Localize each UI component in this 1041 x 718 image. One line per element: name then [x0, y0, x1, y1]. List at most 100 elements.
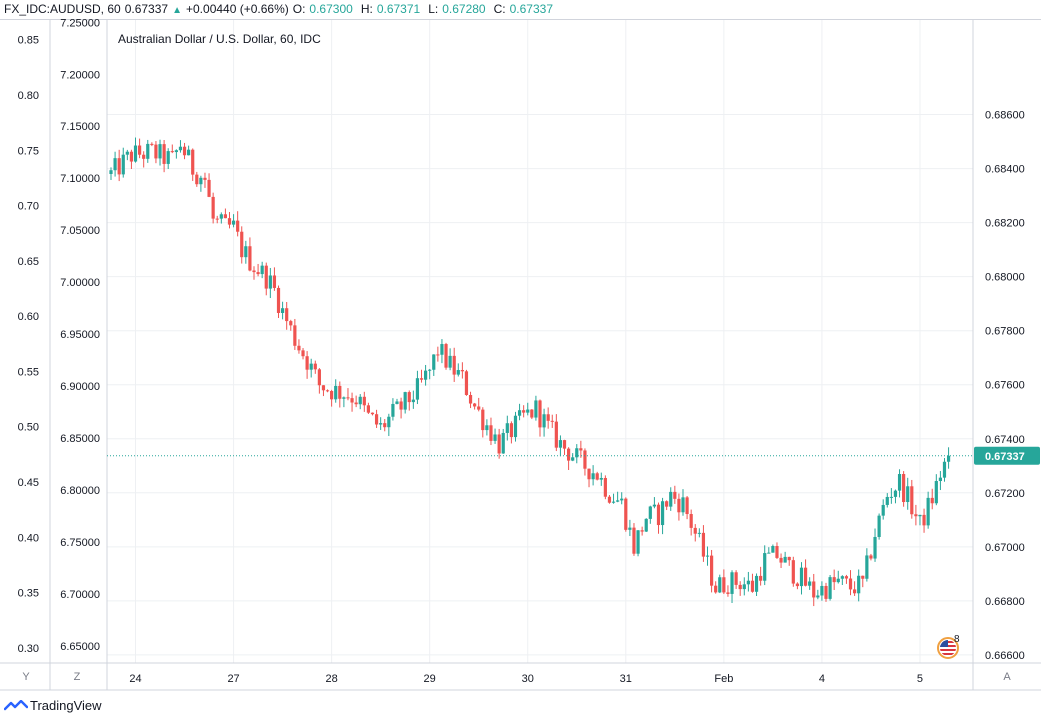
candle-body: [685, 497, 689, 515]
candle: [432, 354, 436, 376]
right-price-scale[interactable]: 0.68600 0.68400 0.68200 0.68000 0.67800 0.676…: [985, 110, 1025, 662]
candle: [783, 551, 787, 563]
date-tick-label: 30: [522, 673, 534, 685]
date-tick-label: Feb: [714, 673, 733, 685]
candle-body: [125, 151, 129, 155]
candle-body: [154, 144, 158, 159]
candle: [562, 439, 567, 455]
candle: [387, 413, 391, 437]
candle: [791, 556, 795, 587]
candle-body: [460, 370, 464, 372]
price-chart[interactable]: Australian Dollar / U.S. Dollar, 60, IDC…: [0, 0, 1041, 694]
date-tick-label: 4: [819, 673, 825, 685]
candle: [620, 492, 624, 505]
candle: [550, 414, 554, 428]
tradingview-logo-icon[interactable]: [4, 700, 28, 712]
scale-y-button[interactable]: Y: [22, 671, 30, 683]
date-tick-label: 29: [424, 673, 436, 685]
candle-body: [718, 577, 722, 593]
us-flag-icon[interactable]: [936, 636, 960, 660]
candle: [926, 491, 930, 529]
scale-z-button[interactable]: Z: [73, 671, 81, 683]
candle-body: [767, 552, 771, 554]
candle: [665, 500, 669, 511]
candles[interactable]: [109, 137, 951, 607]
candle: [517, 403, 522, 421]
candle-body: [840, 576, 844, 579]
candle-body: [374, 414, 379, 425]
candle: [477, 397, 481, 412]
axis-frame: [0, 20, 1041, 691]
left-scale-outer[interactable]: 0.85 0.80 0.75 0.70 0.65 0.60 0.55 0.50 0.45 0.40…: [18, 35, 39, 655]
candle-body: [791, 560, 795, 584]
candle-body: [260, 265, 264, 275]
candle-body: [387, 416, 391, 428]
candle: [897, 469, 902, 498]
candle: [509, 421, 513, 444]
tradingview-brand[interactable]: TradingView: [30, 698, 102, 713]
candle-body: [820, 585, 824, 596]
candle: [587, 468, 591, 488]
candle: [428, 368, 432, 380]
candle: [628, 519, 632, 537]
candle: [726, 585, 730, 597]
candle-body: [775, 546, 779, 558]
candle-body: [534, 400, 538, 418]
candle: [227, 212, 232, 229]
candle: [330, 389, 334, 407]
candle: [297, 339, 301, 354]
left-inner-tick-label: 6.70000: [60, 589, 100, 601]
price-tick-label: 0.68600: [985, 110, 1025, 122]
candle-body: [293, 325, 297, 346]
candle: [268, 267, 272, 299]
time-scale[interactable]: 24 27 28 29 30 31 Feb 4 5: [129, 673, 923, 685]
candle: [885, 493, 889, 508]
candle-body: [526, 409, 530, 413]
candle: [669, 487, 673, 511]
close-value: 0.67337: [509, 2, 553, 16]
candle-body: [567, 448, 571, 461]
candle-body: [611, 501, 616, 503]
candle-body: [187, 149, 191, 156]
candle-body: [714, 585, 718, 593]
candle: [358, 394, 362, 410]
candle: [824, 582, 828, 602]
candle: [215, 215, 219, 224]
candle: [640, 526, 644, 536]
candle-body: [734, 572, 738, 585]
candle-body: [317, 369, 321, 386]
candle: [207, 173, 211, 198]
candle-body: [240, 231, 244, 258]
date-tick-label: 5: [917, 673, 923, 685]
candle-body: [918, 514, 922, 517]
candle-body: [485, 425, 489, 431]
candle-body: [395, 401, 399, 404]
events-count: 8: [954, 634, 960, 645]
candle-body: [448, 355, 452, 368]
candle: [346, 388, 350, 401]
candle-body: [362, 396, 366, 406]
candle-body: [117, 158, 121, 175]
candle: [591, 465, 595, 486]
candle: [906, 477, 910, 510]
candle-body: [803, 567, 808, 586]
auto-scale-button[interactable]: A: [1003, 671, 1011, 683]
candle-body: [628, 527, 632, 530]
candle: [844, 574, 849, 584]
candle-body: [926, 497, 930, 526]
candle-body: [812, 581, 816, 598]
candle: [150, 142, 154, 147]
candle-body: [407, 392, 411, 403]
left-scale-inner[interactable]: 7.25000 7.20000 7.15000 7.10000 7.05000 7.000…: [60, 17, 100, 653]
candle-body: [170, 151, 174, 153]
open-key: O:: [292, 2, 306, 16]
candle-body: [595, 473, 599, 480]
left-inner-tick-label: 6.85000: [60, 433, 100, 445]
candle-body: [195, 174, 199, 185]
candle-body: [710, 555, 714, 586]
candle-body: [248, 246, 252, 271]
symbol-label[interactable]: FX_IDC:AUDUSD, 60: [4, 2, 121, 16]
candle-body: [779, 557, 783, 563]
candle: [379, 417, 383, 430]
candle: [902, 471, 906, 507]
